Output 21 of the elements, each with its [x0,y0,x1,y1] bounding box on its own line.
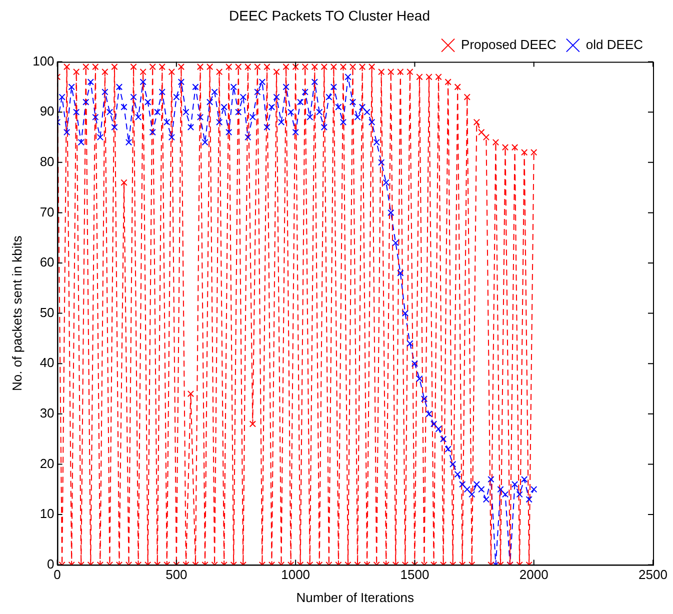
y-tick-label: 30 [40,405,54,420]
legend-label: Proposed DEEC [461,36,556,52]
y-tick-label: 90 [40,104,54,119]
y-tick-label: 20 [40,456,54,471]
y-axis-title: No. of packets sent in kbits [9,235,24,391]
x-tick-label: 1000 [281,567,310,582]
y-tick-label: 50 [40,304,54,320]
y-tick-label: 40 [40,355,54,370]
y-tick-label: 100 [32,53,54,68]
x-tick-label: 2000 [519,567,548,582]
y-tick-label: 60 [40,254,54,270]
x-tick-label: 2500 [638,567,668,582]
y-tick-label: 80 [40,154,54,169]
x-tick-label: 1500 [400,567,430,582]
legend-label: old DEEC [586,36,643,52]
y-tick-label: 0 [47,556,54,572]
y-tick-label: 10 [40,506,54,522]
y-tick-label: 70 [40,204,54,220]
chart-title: DEEC Packets TO Cluster Head [228,7,430,24]
x-tick-label: 500 [166,567,188,582]
x-axis-title: Number of Iterations [296,590,415,605]
